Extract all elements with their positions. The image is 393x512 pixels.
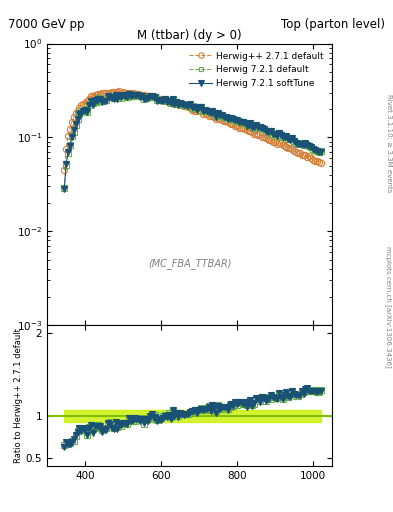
Text: Rivet 3.1.10; ≥ 3.3M events: Rivet 3.1.10; ≥ 3.3M events: [386, 94, 392, 193]
Legend: Herwig++ 2.7.1 default, Herwig 7.2.1 default, Herwig 7.2.1 softTune: Herwig++ 2.7.1 default, Herwig 7.2.1 def…: [185, 48, 328, 91]
Text: mcplots.cern.ch [arXiv:1306.3436]: mcplots.cern.ch [arXiv:1306.3436]: [386, 246, 392, 368]
Text: 7000 GeV pp: 7000 GeV pp: [8, 18, 84, 31]
Text: Top (parton level): Top (parton level): [281, 18, 385, 31]
Y-axis label: Ratio to Herwig++ 2.7.1 default: Ratio to Herwig++ 2.7.1 default: [14, 328, 23, 463]
Title: M (ttbar) (dy > 0): M (ttbar) (dy > 0): [137, 29, 242, 42]
Text: (MC_FBA_TTBAR): (MC_FBA_TTBAR): [148, 258, 231, 269]
